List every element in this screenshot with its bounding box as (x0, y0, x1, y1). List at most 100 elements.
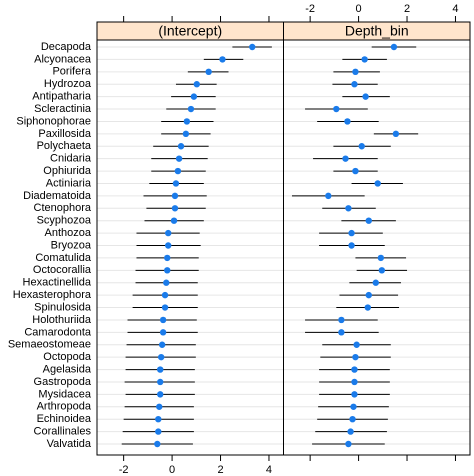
x-tick-label: 0 (356, 3, 362, 15)
point (157, 391, 164, 398)
category-label: Scyphozoa (37, 215, 92, 227)
category-label: Actiniaria (46, 177, 92, 189)
point (351, 391, 358, 398)
point (333, 105, 340, 113)
point (344, 118, 351, 125)
category-label: Agelasida (43, 363, 92, 375)
point (165, 242, 172, 249)
point (159, 329, 167, 336)
point (157, 366, 164, 373)
point (164, 267, 171, 274)
point (392, 130, 400, 138)
point (352, 68, 359, 76)
point (364, 304, 371, 311)
point (365, 291, 372, 299)
category-label: Echinoidea (37, 413, 92, 425)
point (352, 167, 359, 175)
point (325, 192, 332, 200)
point (348, 229, 355, 237)
point (205, 68, 212, 76)
point (347, 428, 354, 435)
category-label: Arthropoda (37, 401, 92, 413)
point (164, 254, 171, 262)
point (155, 428, 162, 435)
point (361, 56, 368, 63)
point (345, 440, 352, 448)
point (172, 180, 180, 187)
point (378, 267, 386, 274)
point (154, 440, 161, 448)
point (183, 118, 191, 125)
point (390, 43, 398, 51)
strip-title: (Intercept) (158, 23, 222, 39)
point (171, 205, 179, 212)
x-tick-label: 4 (452, 3, 458, 15)
category-label: Decapoda (41, 41, 92, 53)
x-tick-label: -2 (119, 464, 129, 476)
category-label: Comatulida (35, 252, 92, 264)
category-label: Gastropoda (34, 376, 92, 388)
point (174, 167, 182, 175)
point (351, 378, 358, 386)
category-label: Holothuriida (32, 314, 92, 326)
category-label: Semaeostomeae (8, 339, 91, 351)
point (190, 93, 198, 100)
point (158, 341, 166, 348)
point (156, 403, 163, 410)
point (177, 143, 185, 150)
point (193, 81, 200, 88)
category-label: Diadematoida (23, 190, 92, 202)
category-label: Hexactinellida (23, 277, 92, 289)
point (338, 329, 345, 336)
category-label: Anthozoa (45, 227, 92, 239)
category-label: Mysidacea (38, 388, 91, 400)
category-label: Corallinales (34, 426, 92, 438)
point (362, 93, 369, 100)
point (372, 279, 379, 286)
point (358, 143, 365, 150)
point (249, 43, 256, 51)
category-label: Octocorallia (33, 264, 92, 276)
point (163, 279, 170, 286)
point (219, 56, 226, 63)
category-label: Antipatharia (32, 91, 92, 103)
point (187, 105, 195, 113)
point (170, 217, 178, 224)
point (351, 81, 358, 88)
point (342, 155, 349, 162)
point (161, 291, 169, 299)
point (374, 180, 381, 187)
point (171, 192, 179, 200)
category-label: Valvatida (47, 438, 92, 450)
panel-border (283, 39, 471, 456)
category-label: Polychaeta (37, 140, 92, 152)
category-label: Spinulosida (34, 301, 92, 313)
category-label: Camarodonta (24, 326, 92, 338)
point (351, 366, 358, 373)
point (182, 130, 190, 138)
point (349, 415, 356, 423)
point (157, 353, 165, 361)
point (352, 353, 359, 361)
category-label: Scleractinia (34, 103, 92, 115)
category-label: Hexasterophora (13, 289, 92, 301)
x-tick-label: -2 (305, 3, 315, 15)
x-tick-label: 2 (404, 3, 410, 15)
point (348, 242, 355, 249)
point (365, 217, 372, 224)
category-label: Octopoda (43, 351, 92, 363)
category-label: Alcyonacea (34, 53, 92, 65)
point (175, 155, 183, 162)
point (353, 341, 360, 348)
category-label: Siphonophorae (16, 115, 91, 127)
point (155, 415, 162, 423)
point (161, 304, 169, 311)
x-tick-label: 0 (169, 464, 175, 476)
category-label: Hydrozoa (44, 78, 92, 90)
category-label: Cnidaria (50, 153, 92, 165)
category-label: Porifera (52, 66, 91, 78)
x-tick-label: 2 (217, 464, 223, 476)
point (338, 316, 345, 324)
panel-border (96, 39, 284, 456)
